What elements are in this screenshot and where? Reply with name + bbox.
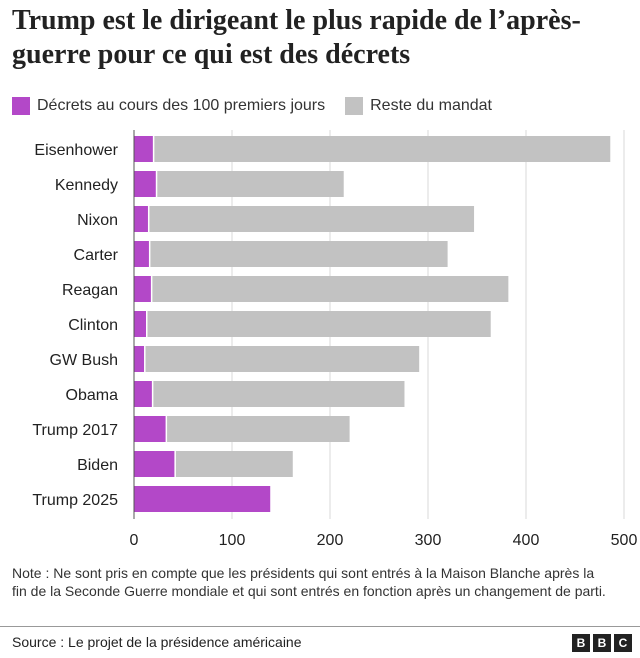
category-label-gw-bush: GW Bush <box>50 352 118 369</box>
x-tick-label-200: 200 <box>317 532 344 549</box>
chart-note: Note : Ne sont pris en compte que les pr… <box>12 565 606 599</box>
bar-rest-of-term-kennedy <box>156 171 344 197</box>
x-tick-label-500: 500 <box>611 532 638 549</box>
source-text: Source : Le projet de la présidence amér… <box>12 634 302 650</box>
bbc-logo-letter-2: B <box>593 634 611 652</box>
x-tick-label-0: 0 <box>130 532 139 549</box>
legend-swatch-rest-of-term <box>345 97 364 115</box>
legend-item-first-100-days: Décrets au cours des 100 premiers jours <box>12 97 325 115</box>
category-label-eisenhower: Eisenhower <box>34 142 118 159</box>
bar-first-100-days-trump-2025 <box>134 486 271 512</box>
x-tick-label-400: 400 <box>513 532 540 549</box>
bbc-logo-letter-1: B <box>572 634 590 652</box>
bar-first-100-days-reagan <box>134 276 152 302</box>
category-label-trump-2025: Trump 2025 <box>32 492 118 509</box>
category-label-kennedy: Kennedy <box>55 177 118 194</box>
x-tick-label-100: 100 <box>219 532 246 549</box>
legend-swatch-first-100-days <box>12 97 30 115</box>
legend: Décrets au cours des 100 premiers jours … <box>12 95 512 117</box>
chart-title: Trump est le dirigeant le plus rapide de… <box>12 5 581 70</box>
category-label-carter: Carter <box>74 247 119 264</box>
category-label-obama: Obama <box>66 387 119 404</box>
category-label-biden: Biden <box>77 457 118 474</box>
bar-rest-of-term-reagan <box>151 276 509 302</box>
bar-rest-of-term-gw-bush <box>144 346 420 372</box>
legend-item-rest-of-term: Reste du mandat <box>345 97 492 115</box>
category-label-clinton: Clinton <box>68 317 118 334</box>
bar-first-100-days-clinton <box>134 311 147 337</box>
bar-rest-of-term-eisenhower <box>153 136 611 162</box>
bar-rest-of-term-trump-2017 <box>166 416 350 442</box>
bbc-logo-letter-3: C <box>614 634 632 652</box>
bar-first-100-days-nixon <box>134 206 149 232</box>
legend-label-first-100-days: Décrets au cours des 100 premiers jours <box>37 97 326 114</box>
bar-first-100-days-biden <box>134 451 176 477</box>
bar-rest-of-term-biden <box>175 451 293 477</box>
bar-first-100-days-trump-2017 <box>134 416 167 442</box>
bar-chart: Eisenhower Kennedy Nixon Carter Reagan Clinto… <box>32 130 638 549</box>
bar-first-100-days-kennedy <box>134 171 157 197</box>
bar-rest-of-term-clinton <box>146 311 491 337</box>
category-label-reagan: Reagan <box>62 282 118 299</box>
bar-first-100-days-obama <box>134 381 153 407</box>
footer-divider <box>0 626 640 627</box>
category-label-trump-2017: Trump 2017 <box>32 422 118 439</box>
bar-first-100-days-eisenhower <box>134 136 154 162</box>
bar-rest-of-term-carter <box>149 241 448 267</box>
x-tick-label-300: 300 <box>415 532 442 549</box>
bar-first-100-days-gw-bush <box>134 346 145 372</box>
bbc-logo: B B C <box>569 634 632 652</box>
category-label-nixon: Nixon <box>77 212 118 229</box>
bar-rest-of-term-nixon <box>148 206 475 232</box>
bar-rest-of-term-obama <box>152 381 405 407</box>
legend-label-rest-of-term: Reste du mandat <box>370 97 492 114</box>
bar-first-100-days-carter <box>134 241 150 267</box>
